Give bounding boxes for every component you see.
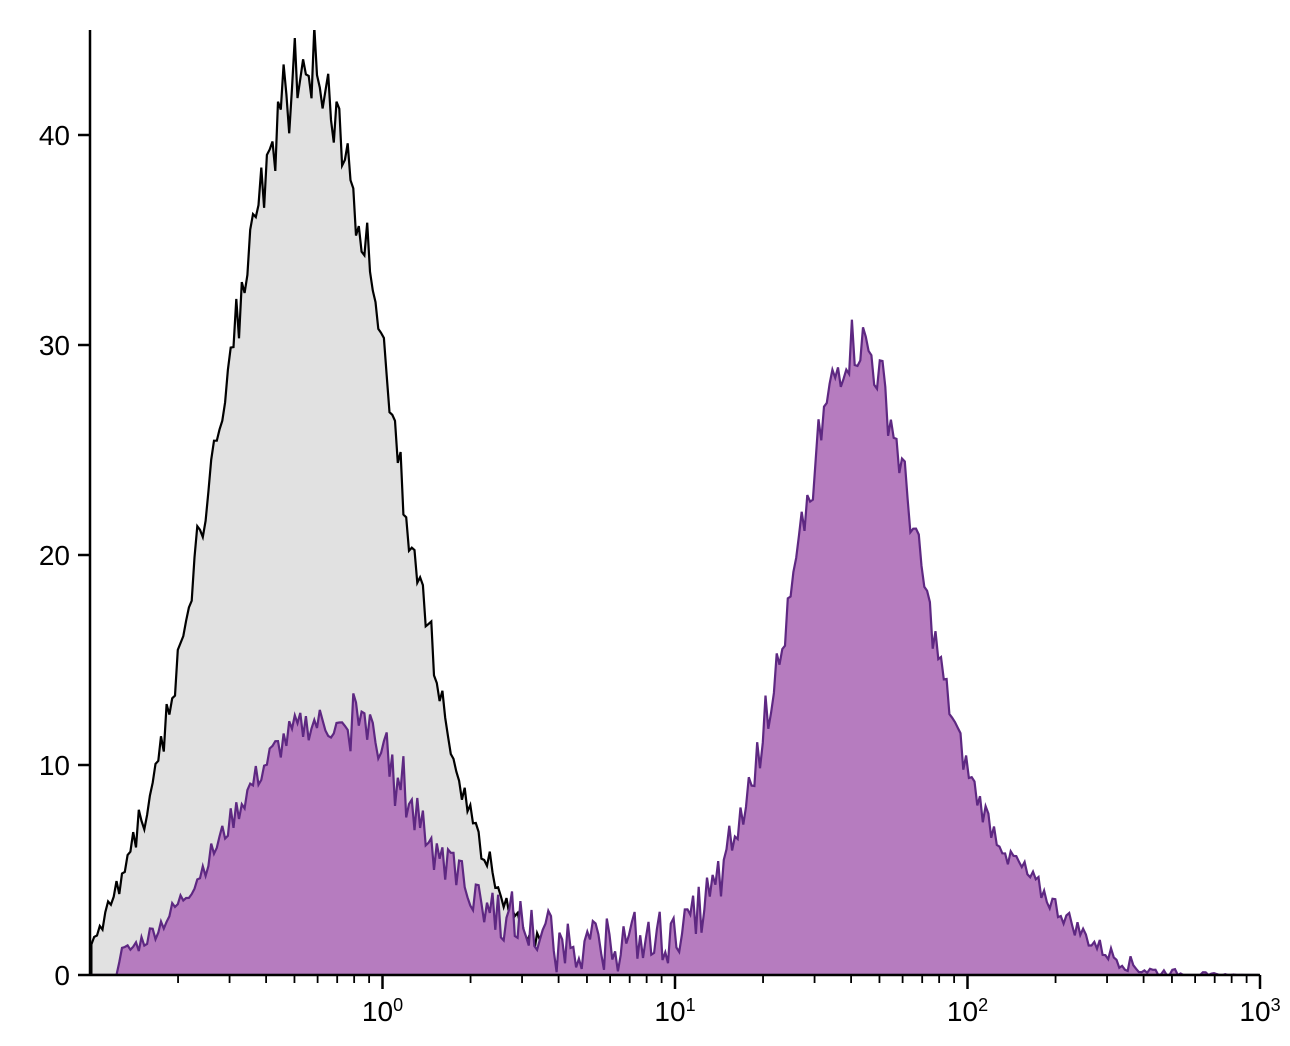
- x-tick-label: 103: [1239, 995, 1280, 1027]
- y-tick-label: 40: [39, 120, 70, 151]
- chart-svg: 0 10 20 30 40 100 101 102 103: [0, 0, 1290, 1046]
- y-tick-label: 30: [39, 330, 70, 361]
- x-tick-label: 101: [654, 995, 695, 1027]
- x-tick-label: 102: [947, 995, 988, 1027]
- x-tick-label: 100: [362, 995, 403, 1027]
- y-tick-label: 20: [39, 540, 70, 571]
- y-tick-label: 0: [54, 960, 70, 991]
- y-tick-label: 10: [39, 750, 70, 781]
- flow-cytometry-histogram: 0 10 20 30 40 100 101 102 103: [0, 0, 1290, 1046]
